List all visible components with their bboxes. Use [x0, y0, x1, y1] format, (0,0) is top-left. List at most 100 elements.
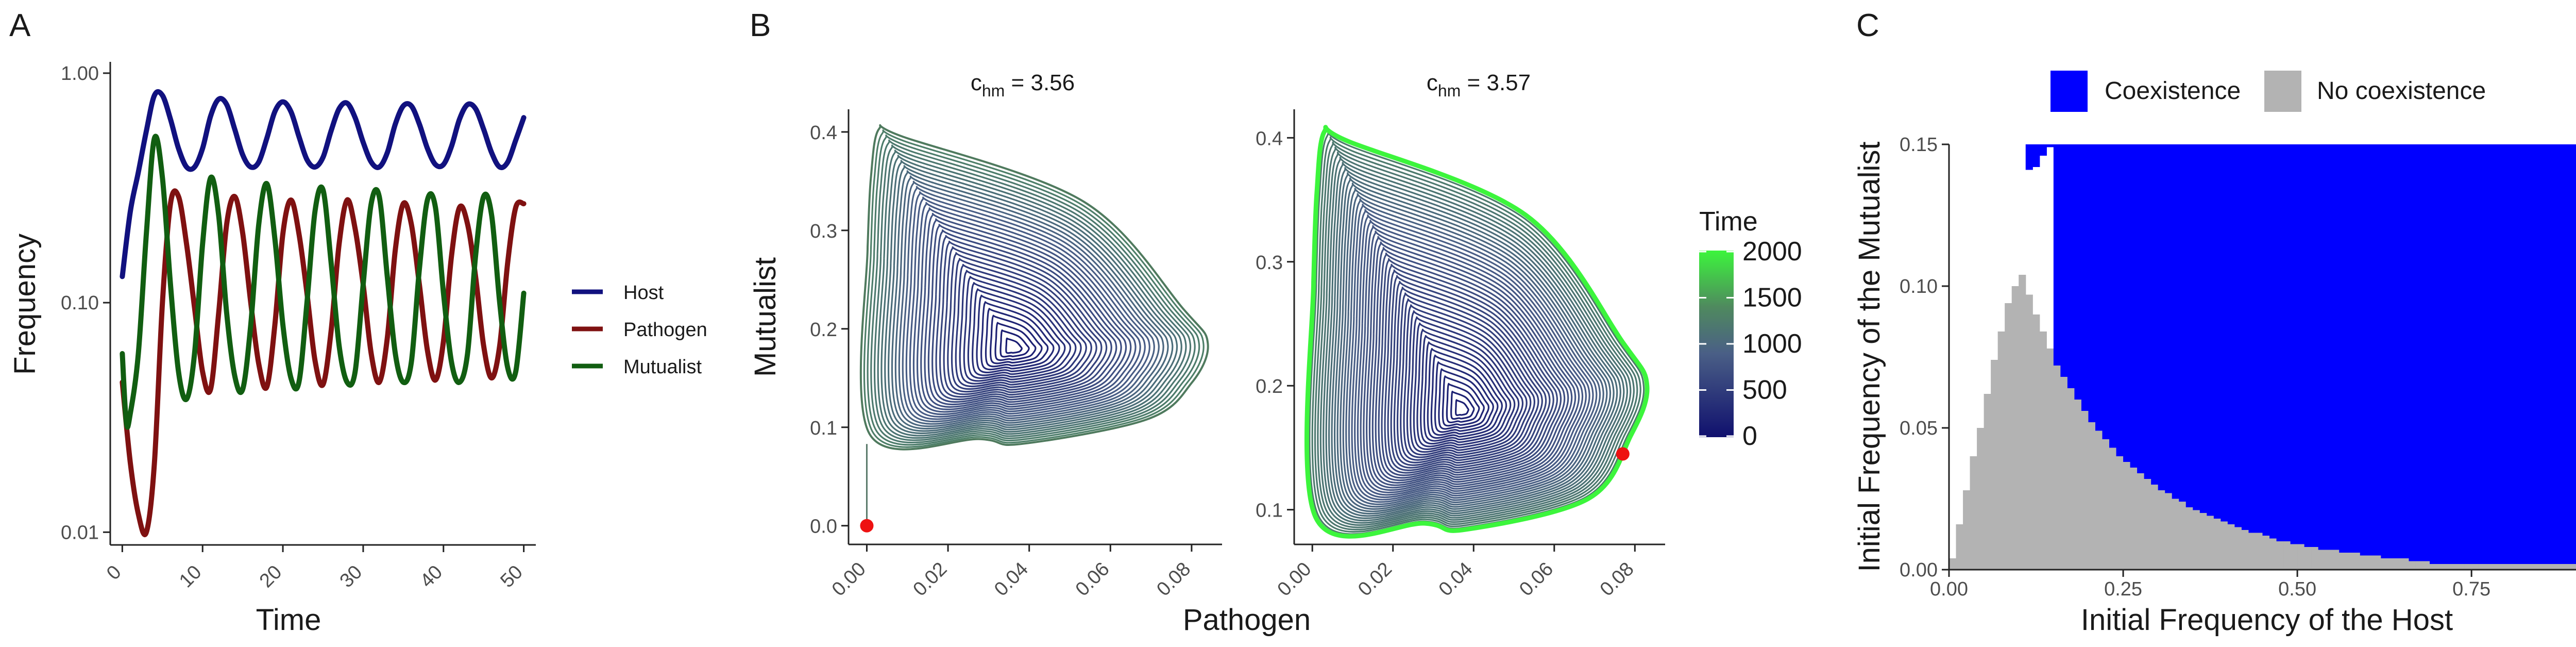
trajectory-cycle [931, 229, 1117, 403]
legend-label-no-coexistence: No coexistence [2317, 77, 2486, 105]
coexistence-cell [2144, 144, 2151, 479]
y-tick-label: 0.15 [1900, 134, 1938, 156]
y-tick-label: 0.4 [1256, 128, 1283, 150]
trajectory-cycle [1403, 304, 1532, 458]
coexistence-cell [2039, 144, 2047, 156]
coexistence-cell [2562, 144, 2570, 564]
no-coexistence-cell [2102, 439, 2110, 570]
coexistence-cell [2151, 144, 2159, 485]
no-coexistence-cell [2067, 388, 2075, 570]
coexistence-cell [2074, 144, 2082, 400]
no-coexistence-cell [2039, 331, 2047, 570]
no-coexistence-cell [2318, 550, 2326, 570]
y-tick-label: 0.2 [1256, 376, 1283, 397]
coexistence-cell [2430, 144, 2437, 564]
no-coexistence-cell [2534, 564, 2541, 570]
panel-c-legend: Coexistence No coexistence [2050, 71, 2486, 112]
coexistence-cell [2248, 144, 2256, 533]
trajectory-cycle [999, 329, 1030, 358]
no-coexistence-cell [1956, 524, 1963, 570]
coexistence-cell [2185, 144, 2193, 507]
trajectory-cycle [976, 294, 1060, 374]
trajectory-cycle [1342, 193, 1604, 508]
y-tick-label: 0.0 [810, 516, 837, 538]
coexistence-cell [2499, 144, 2507, 564]
no-coexistence-cell [2513, 564, 2521, 570]
x-tick-label: 0.00 [1930, 578, 1968, 600]
coexistence-cell [2541, 144, 2549, 564]
no-coexistence-cell [2311, 547, 2319, 570]
coexistence-cell [2555, 144, 2563, 564]
no-coexistence-cell [2381, 558, 2388, 570]
legend-label-coexistence: Coexistence [2105, 77, 2241, 105]
trajectory-cycle [887, 165, 1174, 432]
trajectory-cycle [1393, 287, 1543, 466]
trajectory-cycle [1406, 310, 1528, 456]
colorbar-tick-label: 0 [1742, 421, 1757, 451]
time-legend-title: Time [1699, 207, 1758, 237]
no-coexistence-cell [2248, 533, 2256, 570]
no-coexistence-cell [2185, 507, 2193, 570]
trajectory-cycle [1381, 263, 1558, 476]
trajectory-cycle [1446, 383, 1480, 424]
panel-c-x-ticks: 0.00 0.25 0.50 0.75 [1930, 570, 2490, 600]
trajectory-cycle [1384, 269, 1554, 474]
trajectory-cycle [916, 207, 1137, 413]
coexistence-cell [2137, 144, 2145, 473]
coexistence-cell [2262, 144, 2270, 536]
no-coexistence-cell [2193, 510, 2200, 570]
no-coexistence-cell [2199, 513, 2207, 570]
trajectory-cycle [898, 180, 1160, 425]
coexistence-cell [2102, 144, 2110, 439]
colorbar-tick-label: 1000 [1742, 329, 1802, 359]
y-tick-label: 0.10 [61, 292, 99, 314]
legend-key-coexistence [2050, 71, 2088, 112]
coexistence-cell [2095, 144, 2103, 431]
no-coexistence-cell [2436, 564, 2444, 570]
coexistence-cell [2081, 144, 2089, 411]
coexistence-cell [2227, 144, 2235, 524]
trajectory-cycle [1357, 220, 1587, 496]
coexistence-cell [2415, 144, 2424, 561]
outer-cycle [859, 124, 1209, 451]
no-coexistence-cell [2450, 564, 2458, 570]
trajectory-cycle [1427, 347, 1503, 439]
trajectory-cycle [927, 224, 1122, 406]
y-tick-label: 1.00 [61, 63, 99, 85]
no-coexistence-cell [2555, 564, 2563, 570]
coexistence-cell [2318, 144, 2326, 550]
y-tick-label: 0.10 [1900, 276, 1938, 297]
panel-letter-b: B [750, 8, 771, 43]
trajectory-cycle [985, 308, 1049, 368]
panel-c-x-label: Initial Frequency of the Host [2081, 603, 2453, 637]
trajectory-cycle [951, 258, 1092, 390]
trajectory-cycle [1438, 368, 1490, 430]
start-point [860, 519, 874, 533]
no-coexistence-cell [2367, 555, 2375, 570]
facet-2-trajectory [1304, 125, 1650, 539]
coexistence-cell [2199, 144, 2207, 513]
panel-c-y-ticks: 0.00 0.05 0.10 0.15 [1900, 134, 1949, 581]
trajectory-cycle [894, 175, 1164, 427]
no-coexistence-cell [2520, 564, 2528, 570]
colorbar-tick-label: 2000 [1742, 237, 1802, 267]
trajectory-cycle [935, 235, 1112, 401]
no-coexistence-cell [2464, 564, 2472, 570]
no-coexistence-cell [2444, 564, 2451, 570]
trajectory-cycle [1378, 258, 1562, 479]
coexistence-cell [2116, 144, 2124, 456]
coexistence-cell [2464, 144, 2472, 564]
trajectory-cycle [1323, 157, 1629, 524]
time-colorbar-ticks: 0 500 1000 1500 2000 [1699, 237, 1802, 451]
trajectory-cycle [963, 276, 1077, 382]
no-coexistence-cell [2276, 541, 2284, 570]
legend-label-pathogen: Pathogen [623, 319, 707, 341]
coexistence-cell [2165, 144, 2173, 493]
trajectory-cycle [870, 139, 1196, 443]
coexistence-cell [2179, 144, 2187, 502]
facet-1-label: chm = 3.56 [971, 70, 1075, 100]
trajectory-cycle [1319, 152, 1632, 526]
trajectory-cycle [955, 263, 1087, 387]
facet-2-label: chm = 3.57 [1427, 70, 1531, 100]
